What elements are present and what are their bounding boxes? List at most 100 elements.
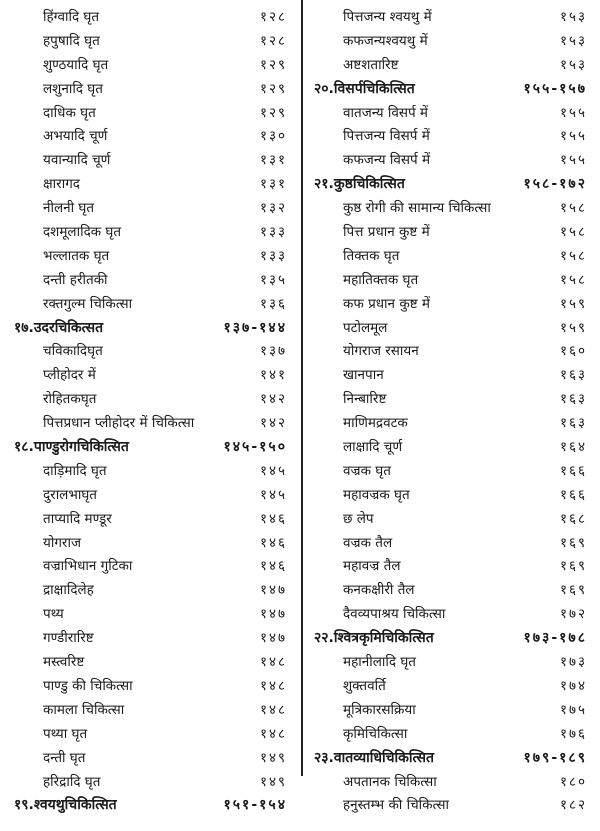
entry-page: १७३: [559, 654, 587, 671]
entry-page: १३२: [259, 200, 287, 217]
toc-entry: क्षारागद १३१: [0, 173, 300, 197]
entry-page: १६९: [559, 558, 587, 575]
entry-page: १७४: [559, 677, 587, 694]
entry-page: १३०: [259, 128, 287, 145]
toc-entry: मस्त्वरिष्ट १४८: [0, 651, 300, 675]
toc-entry: वज्राभिधान गुटिका १४६: [0, 555, 300, 579]
entry-page: १७२: [559, 606, 587, 623]
entry-title: रक्तगुल्म चिकित्सा: [43, 295, 133, 312]
entry-page: १४७: [259, 606, 287, 623]
entry-title: कुष्ठ रोगी की सामान्य चिकित्सा: [343, 200, 491, 217]
entry-page: १४५-१५०: [223, 439, 287, 456]
entry-title: क्षारागद: [43, 176, 80, 193]
entry-title: खानपान: [343, 367, 384, 384]
entry-title: वातजन्य विसर्प में: [343, 104, 428, 121]
entry-page: १५९: [559, 319, 587, 336]
toc-entry: प्लीहोदर में १४१: [0, 364, 300, 388]
entry-page: १५३: [559, 9, 587, 25]
toc-entry: गण्डीरारिष्ट १४७: [0, 627, 300, 651]
entry-page: १५३: [559, 32, 587, 49]
toc-chapter-heading: १७.उदरचिकित्सत १३७-१४४: [0, 317, 300, 341]
entry-title: कनकक्षीरी तैल: [343, 582, 415, 599]
entry-title: २०.विसर्पचिकित्सित: [314, 80, 415, 97]
entry-page: १२९: [259, 104, 287, 121]
entry-title: रोहितकघृत: [43, 391, 97, 408]
entry-title: कामला चिकित्सा: [43, 701, 125, 718]
entry-title: महावज्रक घृत: [343, 486, 410, 503]
entry-page: १२८: [259, 32, 287, 49]
toc-entry: महावज्र तैल १६९: [300, 555, 600, 579]
entry-page: १५८: [559, 247, 587, 264]
toc-entry: अभयादि चूर्ण १३०: [0, 125, 300, 149]
toc-entry: दैवव्यपाश्रय चिकित्सा १७२: [300, 603, 600, 627]
entry-title: २१.कुष्ठचिकित्सित: [314, 176, 405, 193]
toc-entry: पित्त प्रधान कुष्ट में १५८: [300, 221, 600, 245]
entry-page: १४८: [259, 701, 287, 718]
entry-title: योगराज: [43, 534, 81, 551]
toc-entry: लाक्षादि चूर्ण १६४: [300, 436, 600, 460]
toc-entry: लशुनादि घृत १२९: [0, 78, 300, 102]
entry-page: १६०: [559, 343, 587, 360]
toc-entry: शुक्तवर्ति १७४: [300, 675, 600, 699]
entry-page: १६४: [559, 439, 587, 456]
entry-title: हिंग्वादि घृत: [43, 9, 100, 25]
toc-entry: द्राक्षादिलेह १४७: [0, 579, 300, 603]
entry-page: १५८-१७२: [523, 176, 587, 193]
toc-entry: भल्लातक घृत १३३: [0, 245, 300, 269]
toc-entry: वज्रक घृत १६६: [300, 460, 600, 484]
toc-entry: तिक्तक घृत १५८: [300, 245, 600, 269]
toc-entry: अपतानक चिकित्सा १८०: [300, 771, 600, 795]
toc-chapter-heading: २१.कुष्ठचिकित्सित १५८-१७२: [300, 173, 600, 197]
entry-page: १३७: [259, 343, 287, 360]
toc-entry: पटोलमूल १५९: [300, 317, 600, 341]
entry-title: २३.वातव्याधिचिकित्सित: [314, 749, 435, 766]
toc-entry: हपुषादि घृत १२८: [0, 30, 300, 54]
entry-title: दन्ती हरीतकी: [43, 271, 108, 288]
toc-entry: छ लेप १६८: [300, 508, 600, 532]
toc-entry: महानीलादि घृत १७३: [300, 651, 600, 675]
toc-entry: कृमिचिकित्सा १७६: [300, 723, 600, 747]
entry-page: १६३: [559, 391, 587, 408]
toc-entry: नीलनी घृत १३२: [0, 197, 300, 221]
entry-page: १५१-१५४: [223, 797, 287, 814]
toc-entry: पित्तजन्य विसर्प में १५५: [300, 125, 600, 149]
entry-page: १५८: [559, 200, 587, 217]
entry-title: माणिमद्रवटक: [343, 415, 408, 432]
entry-title: गण्डीरारिष्ट: [43, 630, 94, 647]
entry-page: १५५: [559, 128, 587, 145]
toc-chapter-heading: २०.विसर्पचिकित्सित १५५-१५७: [300, 78, 600, 102]
entry-page: १४६: [259, 558, 287, 575]
entry-page: १५५: [559, 152, 587, 169]
toc-entry: दाड़िमादि घृत १४५: [0, 460, 300, 484]
toc-entry: कनकक्षीरी तैल १६९: [300, 579, 600, 603]
entry-title: कफजन्य विसर्प में: [343, 152, 431, 169]
toc-entry: कुष्ठ रोगी की सामान्य चिकित्सा १५८: [300, 197, 600, 221]
entry-title: पटोलमूल: [343, 319, 388, 336]
entry-page: १७६: [559, 725, 587, 742]
entry-title: छ लेप: [343, 510, 374, 527]
entry-title: द्राक्षादिलेह: [43, 582, 94, 599]
toc-entry: महातिक्तक घृत १५८: [300, 269, 600, 293]
entry-page: १४५: [259, 486, 287, 503]
entry-page: १४७: [259, 630, 287, 647]
entry-page: १४९: [259, 773, 287, 790]
entry-title: मूत्रिकारसक्रिया: [343, 701, 416, 718]
entry-title: दुरालभाघृत: [43, 486, 97, 503]
entry-title: पथ्य: [43, 606, 64, 623]
entry-page: १४२: [259, 415, 287, 432]
toc-entry: ताप्यादि मण्डूर १४६: [0, 508, 300, 532]
entry-title: वज्रक घृत: [343, 462, 391, 479]
entry-page: १६९: [559, 534, 587, 551]
toc-entry: पित्तप्रधान प्लीहोदर में चिकित्सा १४२: [0, 412, 300, 436]
toc-entry: दशमूलादिक घृत १३३: [0, 221, 300, 245]
entry-page: १३७-१४४: [223, 319, 287, 336]
entry-title: पथ्या घृत: [43, 725, 88, 742]
entry-title: दाधिक घृत: [43, 104, 96, 121]
entry-page: १६३: [559, 367, 587, 384]
entry-title: अपतानक चिकित्सा: [343, 773, 437, 790]
entry-title: पित्तप्रधान प्लीहोदर में चिकित्सा: [43, 415, 195, 432]
entry-title: मस्त्वरिष्ट: [43, 654, 85, 671]
entry-title: यवान्यादि चूर्ण: [43, 152, 111, 169]
toc-entry: खानपान १६३: [300, 364, 600, 388]
entry-page: १६९: [559, 582, 587, 599]
